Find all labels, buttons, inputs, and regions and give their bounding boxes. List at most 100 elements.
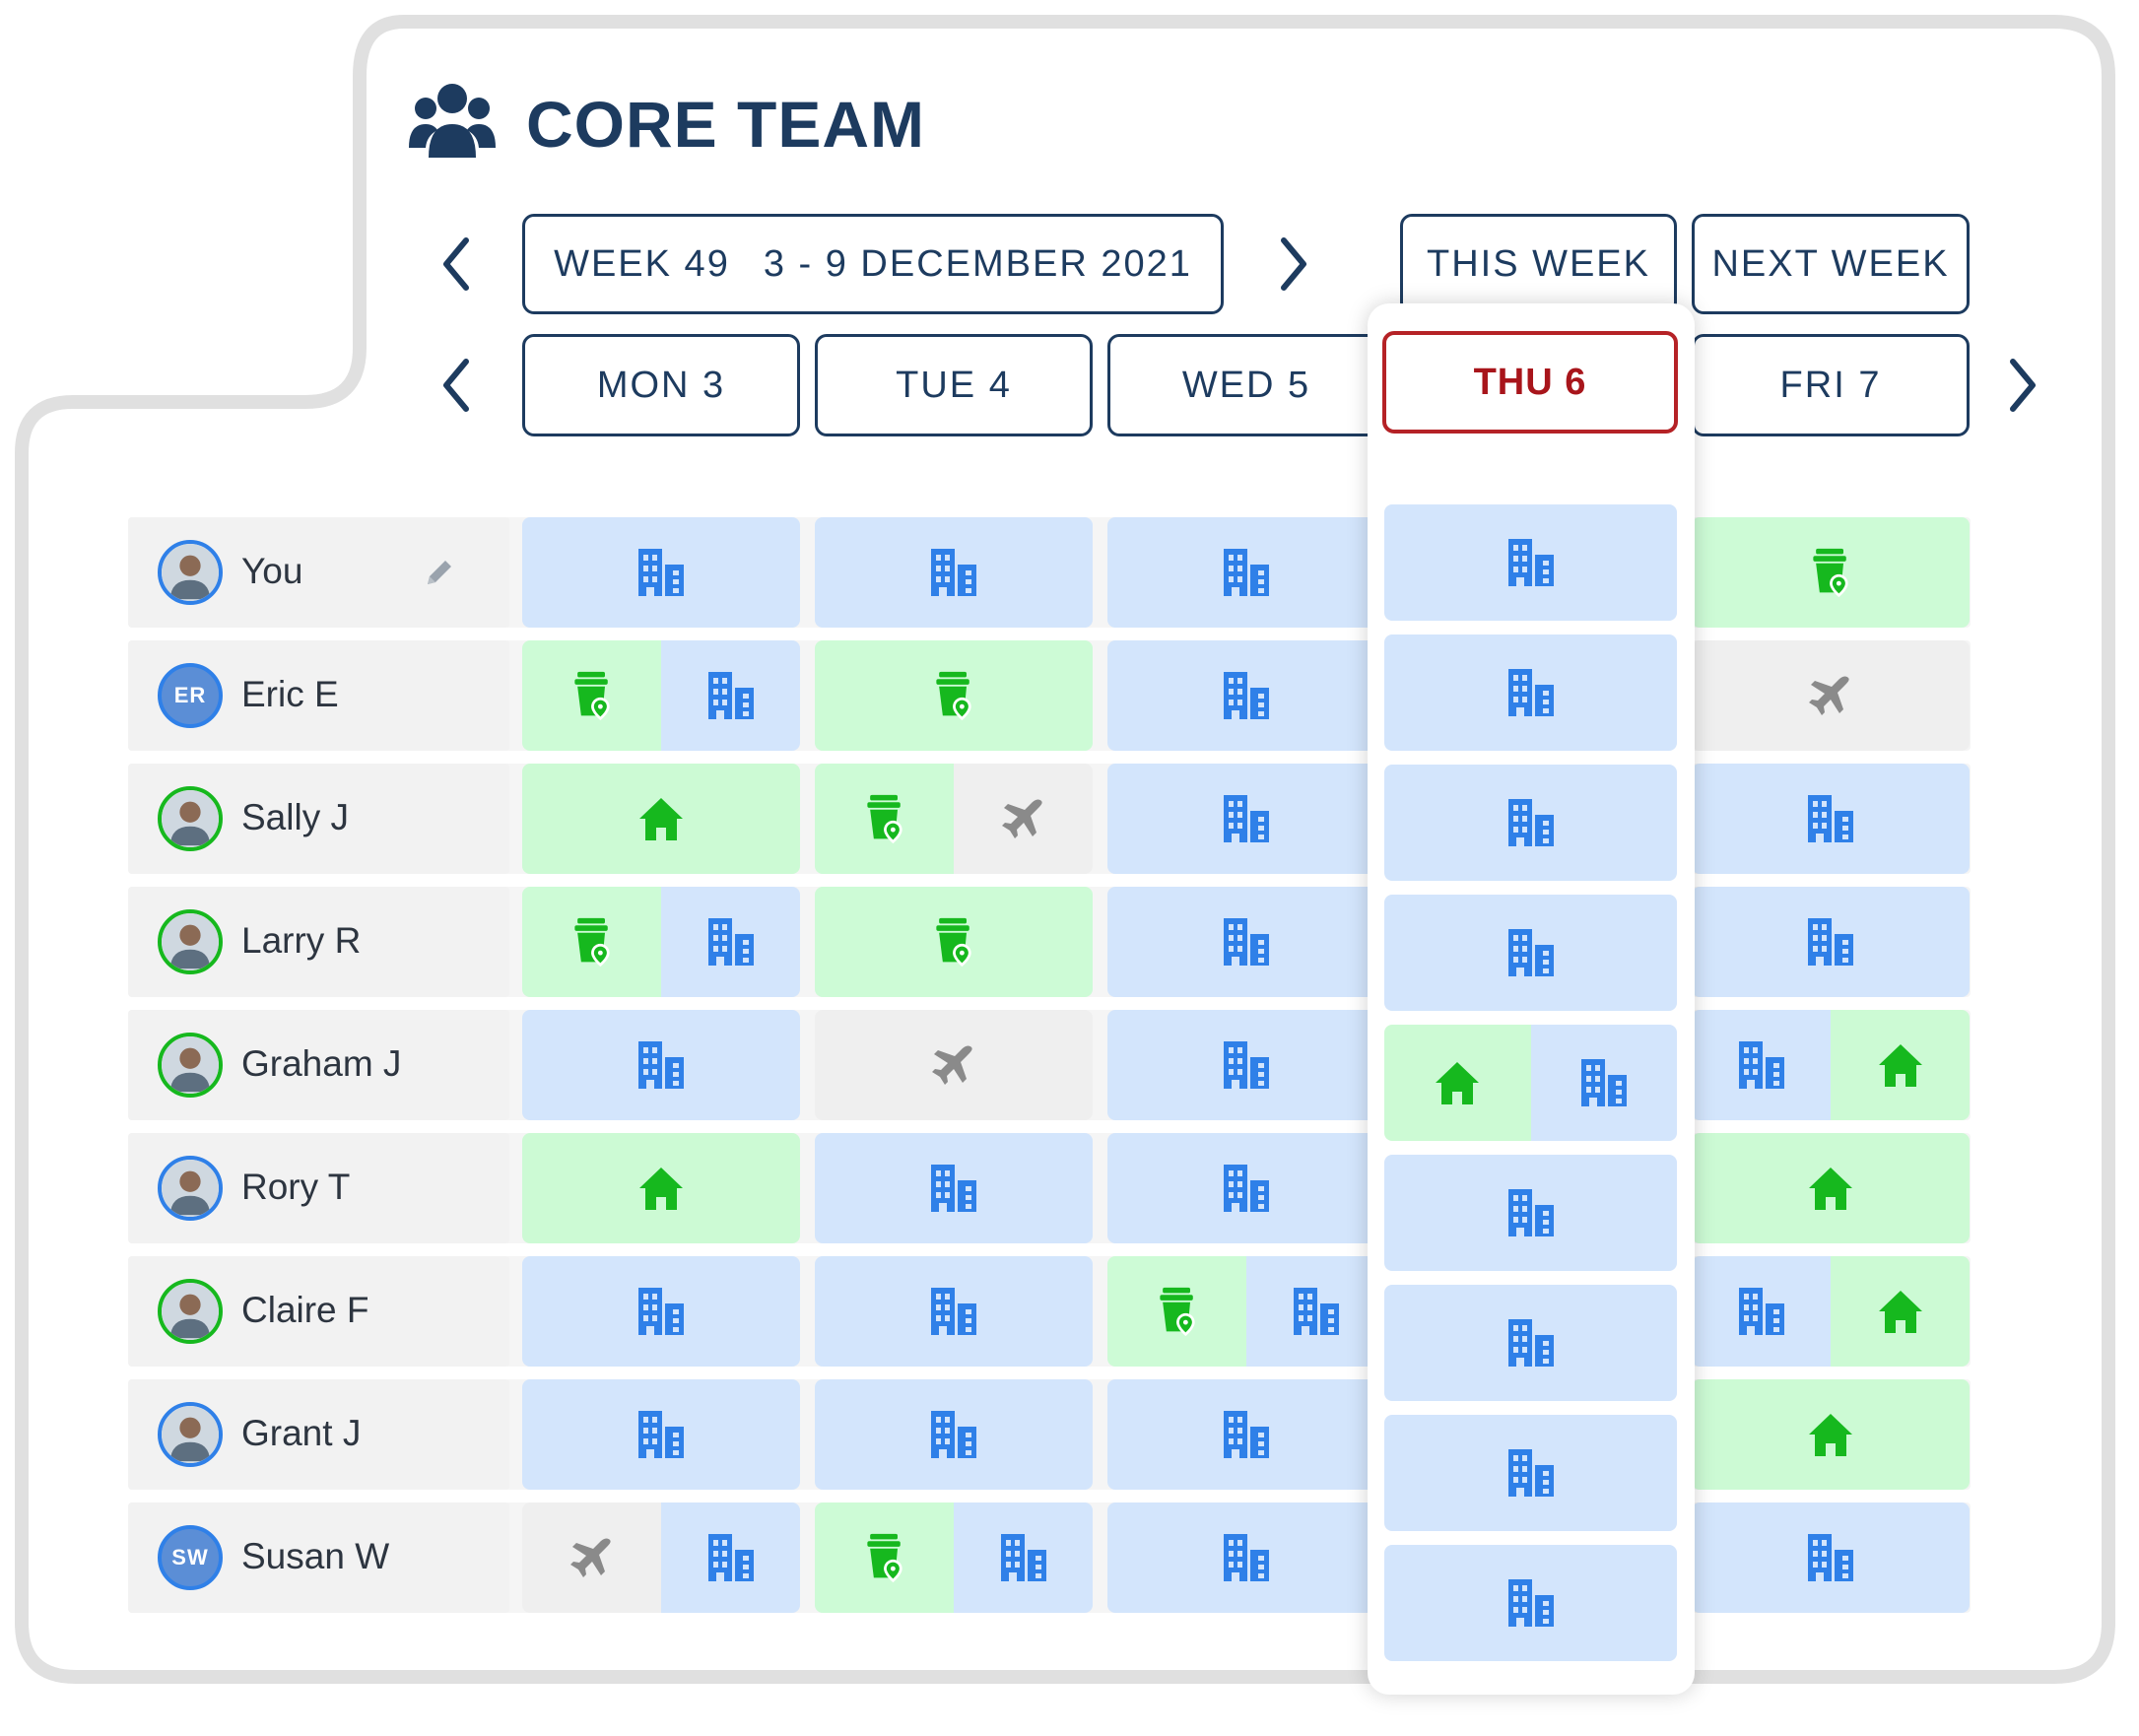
- avatar: SW: [158, 1525, 223, 1590]
- day-status-cell[interactable]: [522, 1502, 800, 1613]
- status-segment-home: [1384, 1025, 1531, 1141]
- avatar: [158, 540, 223, 605]
- home-icon: [1433, 1057, 1482, 1108]
- status-segment-home: [1831, 1010, 1970, 1120]
- day-status-cell[interactable]: [1107, 1256, 1385, 1367]
- day-status-cell[interactable]: [1384, 504, 1677, 621]
- next-week-button[interactable]: NEXT WEEK: [1692, 214, 1970, 314]
- avatar-initials: ER: [173, 683, 207, 707]
- next-week-chevron-right-icon[interactable]: [1274, 234, 1313, 294]
- day-status-cell[interactable]: [1107, 764, 1385, 874]
- day-status-cell[interactable]: [815, 1133, 1093, 1243]
- day-status-cell[interactable]: [522, 517, 800, 628]
- home-icon: [1806, 1163, 1855, 1214]
- day-status-cell[interactable]: [1692, 1502, 1970, 1613]
- day-status-cell[interactable]: [1692, 517, 1970, 628]
- person-name: You: [241, 551, 303, 591]
- day-status-cell[interactable]: [522, 1256, 800, 1367]
- day-tab[interactable]: MON 3: [522, 334, 800, 436]
- day-status-cell[interactable]: [1692, 1010, 1970, 1120]
- prev-days-chevron-left-icon[interactable]: [436, 356, 476, 415]
- day-status-cell[interactable]: [1384, 765, 1677, 881]
- status-segment-office: [1246, 1256, 1385, 1367]
- office-building-icon: [1506, 1447, 1556, 1499]
- prev-week-chevron-left-icon[interactable]: [436, 234, 476, 294]
- day-status-cell[interactable]: [1692, 1379, 1970, 1490]
- day-status-cell[interactable]: [815, 887, 1093, 997]
- day-status-cell[interactable]: [1384, 1025, 1677, 1141]
- day-status-cell[interactable]: [815, 1502, 1093, 1613]
- person-name: Susan W: [241, 1536, 390, 1576]
- status-segment-office: [815, 517, 1093, 628]
- day-status-cell[interactable]: [1692, 1133, 1970, 1243]
- day-status-cell[interactable]: [1107, 640, 1385, 751]
- day-status-cell[interactable]: [1107, 1379, 1385, 1490]
- day-status-cell[interactable]: [815, 517, 1093, 628]
- day-tab[interactable]: FRI 7: [1692, 334, 1970, 436]
- day-status-cell[interactable]: [815, 764, 1093, 874]
- office-building-icon: [1506, 1187, 1556, 1238]
- avatar-initials: SW: [171, 1545, 209, 1569]
- week-date-range: 3 - 9 DECEMBER 2021: [763, 242, 1192, 285]
- day-status-cell[interactable]: [1384, 895, 1677, 1011]
- office-building-icon: [1506, 1317, 1556, 1369]
- day-status-cell[interactable]: [1107, 1133, 1385, 1243]
- day-tab[interactable]: TUE 4: [815, 334, 1093, 436]
- home-icon: [636, 1163, 686, 1214]
- coffee-location-icon: [1153, 1286, 1202, 1337]
- day-status-cell[interactable]: [1384, 1155, 1677, 1271]
- office-building-icon: [1506, 667, 1556, 718]
- day-status-cell[interactable]: [522, 1010, 800, 1120]
- office-building-icon: [1579, 1057, 1629, 1108]
- day-status-cell[interactable]: [815, 1256, 1093, 1367]
- day-tab[interactable]: WED 5: [1107, 334, 1385, 436]
- status-segment-office: [1107, 1133, 1385, 1243]
- status-segment-travel: [1692, 640, 1970, 751]
- pencil-edit-icon[interactable]: [424, 557, 455, 588]
- day-status-cell[interactable]: [1107, 1010, 1385, 1120]
- day-status-cell[interactable]: [1384, 1285, 1677, 1401]
- this-week-button[interactable]: THIS WEEK: [1400, 214, 1677, 314]
- day-status-cell[interactable]: [1692, 1256, 1970, 1367]
- airplane-icon: [999, 793, 1048, 844]
- office-building-icon: [929, 1163, 978, 1214]
- day-status-cell[interactable]: [1692, 887, 1970, 997]
- status-segment-office: [1530, 1025, 1677, 1141]
- day-status-cell[interactable]: [1107, 1502, 1385, 1613]
- people-group-icon: [409, 84, 496, 158]
- day-tab-selected[interactable]: THU 6: [1382, 331, 1678, 434]
- coffee-location-icon: [568, 916, 617, 968]
- day-status-cell[interactable]: [1692, 640, 1970, 751]
- office-building-icon: [929, 1286, 978, 1337]
- day-status-cell[interactable]: [815, 640, 1093, 751]
- week-selector-button[interactable]: WEEK 49 3 - 9 DECEMBER 2021: [522, 214, 1224, 314]
- day-status-cell[interactable]: [1107, 887, 1385, 997]
- airplane-icon: [568, 1532, 617, 1583]
- next-days-chevron-right-icon[interactable]: [2003, 356, 2042, 415]
- day-status-cell[interactable]: [522, 1133, 800, 1243]
- day-status-cell[interactable]: [815, 1379, 1093, 1490]
- day-status-cell[interactable]: [1692, 764, 1970, 874]
- status-segment-home: [1692, 1379, 1970, 1490]
- day-status-cell[interactable]: [1384, 634, 1677, 751]
- office-building-icon: [1292, 1286, 1341, 1337]
- page-title: CORE TEAM: [526, 88, 925, 161]
- day-status-cell[interactable]: [1384, 1415, 1677, 1531]
- person-name: Eric E: [241, 674, 339, 714]
- status-segment-home: [1692, 1133, 1970, 1243]
- office-building-icon: [636, 1409, 686, 1460]
- day-status-cell[interactable]: [522, 764, 800, 874]
- coffee-location-icon: [929, 916, 978, 968]
- day-status-cell[interactable]: [522, 1379, 800, 1490]
- day-status-cell[interactable]: [1107, 517, 1385, 628]
- day-status-cell[interactable]: [815, 1010, 1093, 1120]
- day-status-cell[interactable]: [522, 887, 800, 997]
- office-building-icon: [1806, 793, 1855, 844]
- status-segment-office: [1107, 887, 1385, 997]
- day-status-cell[interactable]: [522, 640, 800, 751]
- day-status-cell[interactable]: [1384, 1545, 1677, 1661]
- coffee-location-icon: [1806, 547, 1855, 598]
- person-name: Sally J: [241, 797, 349, 837]
- status-segment-coffee: [1107, 1256, 1246, 1367]
- office-building-icon: [1222, 1039, 1271, 1091]
